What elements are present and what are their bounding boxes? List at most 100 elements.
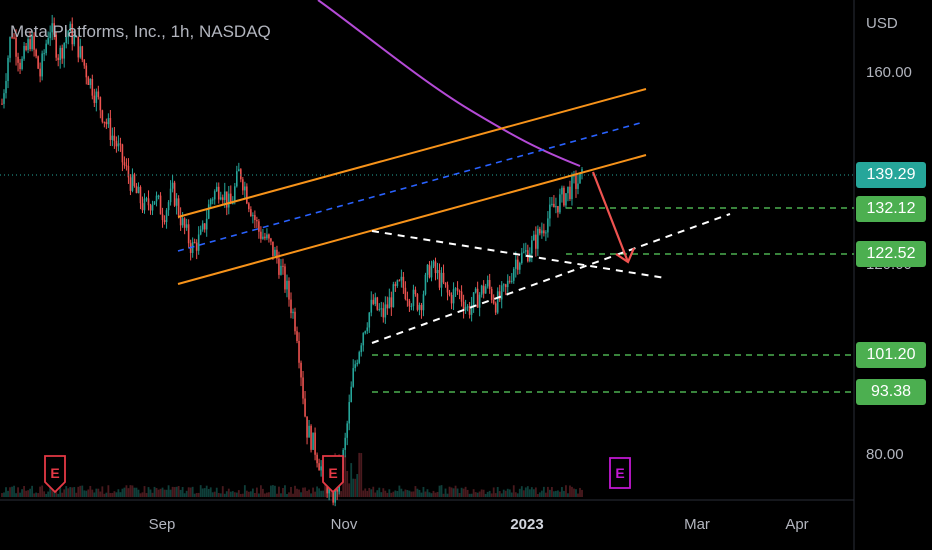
volume-bar xyxy=(304,487,306,497)
candle-body xyxy=(350,386,353,403)
time-tick-apr: Apr xyxy=(785,516,809,533)
volume-bar xyxy=(137,489,140,497)
candle-body xyxy=(229,193,232,204)
volume-bar xyxy=(404,489,407,497)
volume-bar xyxy=(7,490,9,497)
candle-body xyxy=(384,304,387,318)
volume-bar xyxy=(105,492,108,497)
volume-bar xyxy=(392,491,395,497)
candle-body xyxy=(65,37,68,44)
candle-body xyxy=(561,187,563,195)
volume-bar xyxy=(468,493,471,497)
candle-body xyxy=(577,183,579,189)
candle-body xyxy=(408,300,411,307)
volume-bar xyxy=(159,488,162,497)
volume-bar xyxy=(97,488,100,497)
candle-body xyxy=(27,39,29,50)
volume-bar xyxy=(565,485,567,497)
volume-bar xyxy=(472,489,475,497)
volume-bar xyxy=(157,489,160,497)
candle-body xyxy=(364,331,367,334)
volume-bar xyxy=(35,492,38,497)
candle-body xyxy=(115,140,118,147)
volume-bar xyxy=(19,492,21,497)
volume-bar xyxy=(225,491,228,497)
candle-body xyxy=(482,285,485,294)
candle-body xyxy=(525,250,527,252)
candle-body xyxy=(288,280,290,300)
volume-bar xyxy=(141,492,144,497)
volume-bar xyxy=(298,489,300,497)
candle-body xyxy=(356,362,359,365)
candle-body xyxy=(260,231,262,239)
volume-bar xyxy=(165,489,168,497)
volume-bar xyxy=(563,490,565,497)
volume-bar xyxy=(261,488,264,497)
candle-body xyxy=(209,199,212,205)
candle-body xyxy=(43,53,45,55)
candle-body xyxy=(452,289,455,304)
candle-body xyxy=(131,174,134,191)
candle-body xyxy=(163,220,166,223)
volume-bar xyxy=(581,489,583,497)
candle-body xyxy=(252,215,254,217)
candle-body xyxy=(103,121,106,123)
volume-bar xyxy=(575,489,577,497)
volume-bar xyxy=(237,490,240,497)
volume-bar xyxy=(181,487,184,497)
volume-bar xyxy=(209,487,212,497)
volume-bar xyxy=(410,491,413,497)
volume-bar xyxy=(530,487,533,497)
candle-body xyxy=(559,194,561,213)
volume-bar xyxy=(506,488,509,497)
volume-bar xyxy=(280,493,282,497)
candle-body xyxy=(476,288,479,308)
volume-bar xyxy=(69,487,72,497)
volume-bar xyxy=(167,485,170,497)
candle-body xyxy=(446,284,449,293)
volume-bar xyxy=(153,486,156,497)
candle-body xyxy=(563,187,565,206)
candle-body xyxy=(31,35,33,50)
candle-body xyxy=(127,166,130,178)
candle-body xyxy=(504,284,507,288)
candle-body xyxy=(510,280,513,282)
volume-bar xyxy=(342,478,345,497)
volume-bar xyxy=(123,487,126,497)
candle-body xyxy=(354,364,357,369)
candle-body xyxy=(193,242,196,244)
volume-bar xyxy=(227,488,230,497)
candle-body xyxy=(1,103,3,105)
volume-bar xyxy=(1,493,3,497)
volume-bar xyxy=(546,486,549,497)
candle-body xyxy=(547,218,549,233)
volume-bar xyxy=(452,488,455,497)
candle-body xyxy=(372,299,375,304)
volume-bar xyxy=(37,493,40,497)
volume-bar xyxy=(508,489,511,497)
candle-body xyxy=(537,228,539,249)
volume-bar xyxy=(522,490,525,497)
volume-bar xyxy=(555,490,557,497)
candle-body xyxy=(179,215,182,226)
candle-body xyxy=(300,362,302,378)
volume-bar xyxy=(496,487,499,497)
volume-bar xyxy=(125,485,128,497)
volume-bar xyxy=(346,470,349,497)
candle-body xyxy=(73,36,76,45)
candle-body xyxy=(573,175,575,177)
candle-body xyxy=(234,186,236,202)
volume-bar xyxy=(536,493,539,497)
candle-body xyxy=(240,169,242,180)
candle-body xyxy=(360,345,363,353)
volume-bar xyxy=(577,493,579,497)
candle-body xyxy=(155,195,158,202)
candle-body xyxy=(37,56,39,69)
volume-bar xyxy=(486,491,489,497)
volume-bar xyxy=(43,491,46,497)
volume-bar xyxy=(390,492,393,497)
volume-bar xyxy=(213,491,216,497)
earnings-marker-label: E xyxy=(50,465,59,481)
